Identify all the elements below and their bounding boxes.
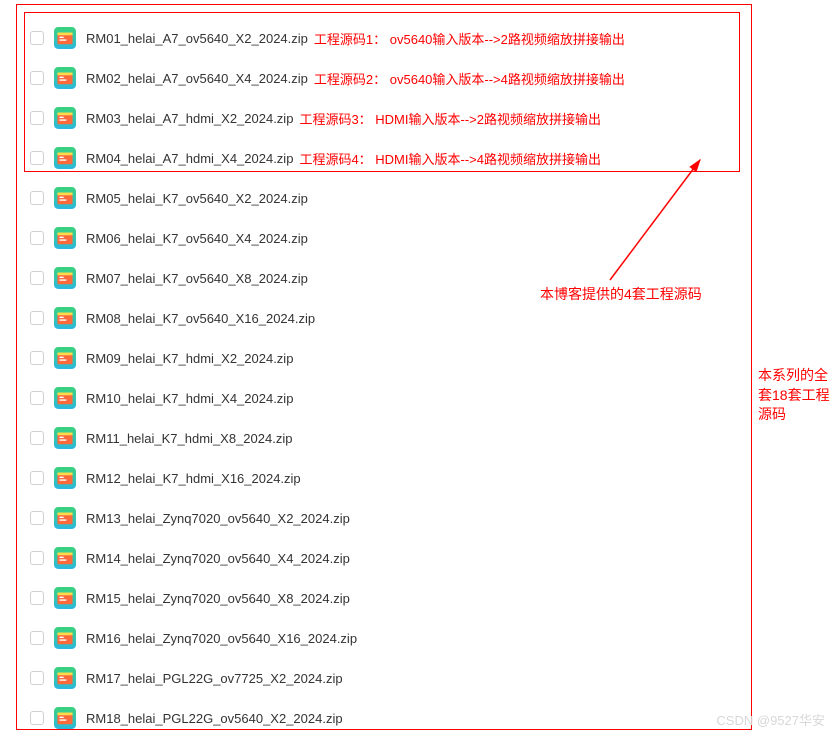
caption-blog-sources: 本博客提供的4套工程源码 (540, 284, 702, 304)
checkbox[interactable] (30, 471, 44, 485)
file-name[interactable]: RM13_helai_Zynq7020_ov5640_X2_2024.zip (86, 511, 350, 526)
zip-file-icon (54, 187, 76, 209)
zip-file-icon (54, 507, 76, 529)
checkbox[interactable] (30, 71, 44, 85)
file-list: RM01_helai_A7_ov5640_X2_2024.zip 工程源码1： o… (30, 18, 730, 738)
file-row[interactable]: RM16_helai_Zynq7020_ov5640_X16_2024.zip (30, 618, 730, 658)
zip-file-icon (54, 27, 76, 49)
file-row[interactable]: RM06_helai_K7_ov5640_X4_2024.zip (30, 218, 730, 258)
checkbox[interactable] (30, 111, 44, 125)
file-row[interactable]: RM11_helai_K7_hdmi_X8_2024.zip (30, 418, 730, 458)
file-name[interactable]: RM01_helai_A7_ov5640_X2_2024.zip (86, 31, 308, 46)
checkbox[interactable] (30, 551, 44, 565)
file-row[interactable]: RM12_helai_K7_hdmi_X16_2024.zip (30, 458, 730, 498)
file-name[interactable]: RM05_helai_K7_ov5640_X2_2024.zip (86, 191, 308, 206)
file-row[interactable]: RM04_helai_A7_hdmi_X4_2024.zip 工程源码4： HDM… (30, 138, 730, 178)
file-annotation: 工程源码3： HDMI输入版本-->2路视频缩放拼接输出 (299, 109, 601, 128)
file-row[interactable]: RM10_helai_K7_hdmi_X4_2024.zip (30, 378, 730, 418)
checkbox[interactable] (30, 31, 44, 45)
file-annotation: 工程源码2： ov5640输入版本-->4路视频缩放拼接输出 (314, 69, 625, 88)
zip-file-icon (54, 147, 76, 169)
file-row[interactable]: RM01_helai_A7_ov5640_X2_2024.zip 工程源码1： o… (30, 18, 730, 58)
file-row[interactable]: RM02_helai_A7_ov5640_X4_2024.zip 工程源码2： o… (30, 58, 730, 98)
checkbox[interactable] (30, 711, 44, 725)
file-row[interactable]: RM14_helai_Zynq7020_ov5640_X4_2024.zip (30, 538, 730, 578)
file-name[interactable]: RM18_helai_PGL22G_ov5640_X2_2024.zip (86, 711, 343, 726)
file-name[interactable]: RM15_helai_Zynq7020_ov5640_X8_2024.zip (86, 591, 350, 606)
file-row[interactable]: RM08_helai_K7_ov5640_X16_2024.zip (30, 298, 730, 338)
zip-file-icon (54, 267, 76, 289)
file-row[interactable]: RM15_helai_Zynq7020_ov5640_X8_2024.zip (30, 578, 730, 618)
zip-file-icon (54, 587, 76, 609)
checkbox[interactable] (30, 351, 44, 365)
file-name[interactable]: RM06_helai_K7_ov5640_X4_2024.zip (86, 231, 308, 246)
zip-file-icon (54, 707, 76, 729)
caption-series-sources: 本系列的全套18套工程源码 (758, 366, 831, 425)
file-name[interactable]: RM08_helai_K7_ov5640_X16_2024.zip (86, 311, 315, 326)
zip-file-icon (54, 307, 76, 329)
zip-file-icon (54, 467, 76, 489)
checkbox[interactable] (30, 191, 44, 205)
file-name[interactable]: RM11_helai_K7_hdmi_X8_2024.zip (86, 431, 292, 446)
file-annotation: 工程源码1： ov5640输入版本-->2路视频缩放拼接输出 (314, 29, 625, 48)
zip-file-icon (54, 387, 76, 409)
file-name[interactable]: RM17_helai_PGL22G_ov7725_X2_2024.zip (86, 671, 343, 686)
zip-file-icon (54, 667, 76, 689)
checkbox[interactable] (30, 671, 44, 685)
zip-file-icon (54, 67, 76, 89)
file-name[interactable]: RM09_helai_K7_hdmi_X2_2024.zip (86, 351, 293, 366)
checkbox[interactable] (30, 511, 44, 525)
file-name[interactable]: RM10_helai_K7_hdmi_X4_2024.zip (86, 391, 293, 406)
file-name[interactable]: RM07_helai_K7_ov5640_X8_2024.zip (86, 271, 308, 286)
file-row[interactable]: RM03_helai_A7_hdmi_X2_2024.zip 工程源码3： HDM… (30, 98, 730, 138)
zip-file-icon (54, 227, 76, 249)
zip-file-icon (54, 427, 76, 449)
zip-file-icon (54, 547, 76, 569)
checkbox[interactable] (30, 431, 44, 445)
file-name[interactable]: RM03_helai_A7_hdmi_X2_2024.zip (86, 111, 293, 126)
checkbox[interactable] (30, 151, 44, 165)
checkbox[interactable] (30, 631, 44, 645)
file-row[interactable]: RM13_helai_Zynq7020_ov5640_X2_2024.zip (30, 498, 730, 538)
file-name[interactable]: RM02_helai_A7_ov5640_X4_2024.zip (86, 71, 308, 86)
file-row[interactable]: RM09_helai_K7_hdmi_X2_2024.zip (30, 338, 730, 378)
zip-file-icon (54, 627, 76, 649)
checkbox[interactable] (30, 591, 44, 605)
file-name[interactable]: RM16_helai_Zynq7020_ov5640_X16_2024.zip (86, 631, 357, 646)
file-row[interactable]: RM18_helai_PGL22G_ov5640_X2_2024.zip (30, 698, 730, 738)
file-name[interactable]: RM04_helai_A7_hdmi_X4_2024.zip (86, 151, 293, 166)
checkbox[interactable] (30, 231, 44, 245)
file-name[interactable]: RM14_helai_Zynq7020_ov5640_X4_2024.zip (86, 551, 350, 566)
checkbox[interactable] (30, 271, 44, 285)
checkbox[interactable] (30, 311, 44, 325)
zip-file-icon (54, 347, 76, 369)
file-row[interactable]: RM05_helai_K7_ov5640_X2_2024.zip (30, 178, 730, 218)
file-row[interactable]: RM17_helai_PGL22G_ov7725_X2_2024.zip (30, 658, 730, 698)
file-name[interactable]: RM12_helai_K7_hdmi_X16_2024.zip (86, 471, 301, 486)
checkbox[interactable] (30, 391, 44, 405)
file-annotation: 工程源码4： HDMI输入版本-->4路视频缩放拼接输出 (299, 149, 601, 168)
zip-file-icon (54, 107, 76, 129)
